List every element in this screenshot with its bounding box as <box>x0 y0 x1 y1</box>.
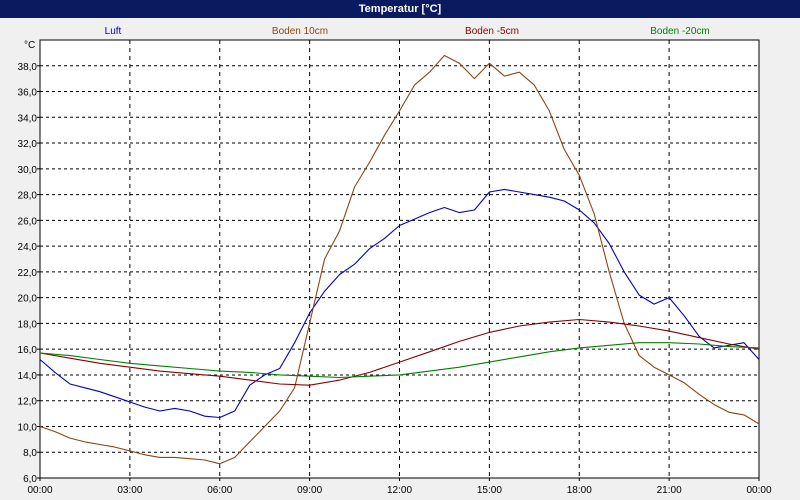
legend-item: Boden -20cm <box>650 26 709 37</box>
y-tick-label: 8,0 <box>23 448 37 459</box>
x-tick-time: 18:00 <box>567 485 592 496</box>
chart-title: Temperatur [°C] <box>0 0 800 18</box>
legend: Luft Boden 10cm Boden -5cm Boden -20cm <box>105 26 710 37</box>
series-line <box>39 318 760 386</box>
legend-item: Boden 10cm <box>272 26 328 37</box>
y-tick-label: 22,0 <box>18 268 38 279</box>
y-tick-label: 10,0 <box>18 422 38 433</box>
y-tick-label: 16,0 <box>18 345 38 356</box>
series-lines <box>39 54 760 465</box>
y-tick-label: 34,0 <box>18 113 38 124</box>
y-tick-label: 38,0 <box>18 62 38 73</box>
y-tick-label: 26,0 <box>18 216 38 227</box>
y-tick-label: 6,0 <box>23 474 37 485</box>
y-tick-label: 20,0 <box>18 294 38 305</box>
x-tick-time: 12:00 <box>387 485 412 496</box>
legend-item: Luft <box>105 26 122 37</box>
y-tick-label: 30,0 <box>18 165 38 176</box>
y-tick-label: 18,0 <box>18 319 38 330</box>
y-tick-label: 28,0 <box>18 191 38 202</box>
y-tick-label: 12,0 <box>18 397 38 408</box>
y-tick-label: 36,0 <box>18 88 38 99</box>
x-tick-time: 21:00 <box>657 485 682 496</box>
x-axis: 00:0022.04.1903:0022.04.1906:0022.04.190… <box>27 478 772 496</box>
y-tick-label: 24,0 <box>18 242 38 253</box>
x-tick-time: 09:00 <box>297 485 322 496</box>
x-tick-time: 00:00 <box>27 485 52 496</box>
x-tick-time: 06:00 <box>207 485 232 496</box>
y-axis-unit: °C <box>24 40 35 51</box>
y-tick-label: 14,0 <box>18 371 38 382</box>
temperature-chart: 6,0 8,0 10,0 12,0 14,0 16,0 18,0 20,0 22,0 24,0 26… <box>18 26 772 496</box>
x-tick-time: 00:00 <box>746 485 771 496</box>
series-line <box>39 342 760 379</box>
y-tick-label: 32,0 <box>18 139 38 150</box>
grid <box>40 40 759 479</box>
series-line <box>39 188 760 419</box>
legend-item: Boden -5cm <box>465 26 519 37</box>
y-axis: 6,0 8,0 10,0 12,0 14,0 16,0 18,0 20,0 22,0 24,0 26… <box>18 62 40 485</box>
x-tick-time: 15:00 <box>477 485 502 496</box>
x-tick-time: 03:00 <box>117 485 142 496</box>
series-line <box>39 54 760 465</box>
